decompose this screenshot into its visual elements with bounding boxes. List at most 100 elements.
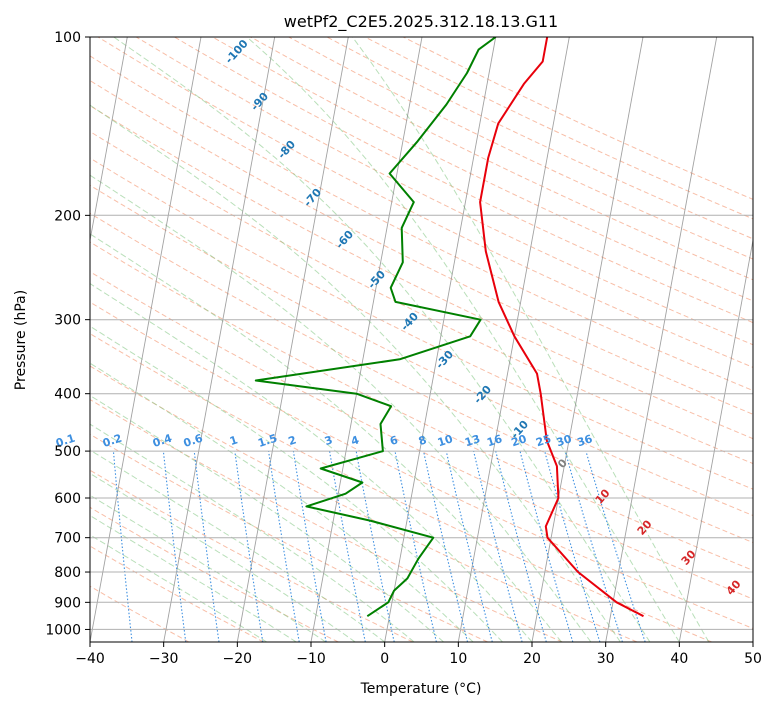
moist-adiabat-line	[90, 282, 533, 642]
isotherm-line	[90, 37, 128, 243]
y-tick-label: 300	[54, 313, 81, 329]
y-tick-label: 500	[54, 444, 81, 460]
mixing-ratio-line	[544, 450, 601, 642]
y-tick-label: 100	[54, 30, 81, 46]
dry-adiabat-line	[90, 157, 753, 490]
isotherm-line	[236, 37, 349, 642]
y-axis-title: Pressure (hPa)	[13, 290, 29, 390]
y-tick-label: 800	[54, 565, 81, 581]
mixing-ratio-labels: 0.1 0.2 0.4 0.6 1 1.5 2 3 4 6 8 10 13 16 20 25 30 36	[54, 431, 594, 449]
x-tick-label: −20	[223, 651, 253, 667]
isotherm-line	[457, 37, 570, 642]
isotherm-line	[90, 37, 202, 642]
dry-adiabat-line	[90, 184, 753, 517]
mixing-ratio-line	[473, 450, 523, 642]
mixing-ratio-label: 30	[555, 432, 574, 449]
moist-adiabat-line	[246, 37, 680, 642]
moist-adiabats	[90, 37, 710, 642]
y-tick-label: 400	[54, 387, 81, 403]
mixing-ratio-line	[495, 450, 547, 642]
mixing-ratio-line	[423, 450, 469, 642]
mixing-ratio-lines	[112, 450, 646, 642]
isotherm-line	[384, 37, 497, 642]
moist-adiabat-line	[90, 362, 474, 642]
x-tick-label: 0	[380, 651, 389, 667]
mixing-ratio-line	[585, 450, 646, 642]
y-tick-label: 700	[54, 531, 81, 547]
mixing-ratio-line	[519, 450, 574, 642]
dry-adiabat-line	[90, 55, 753, 392]
dry-adiabat-line	[135, 37, 753, 346]
x-tick-label: 10	[449, 651, 467, 667]
mixing-ratio-label: 4	[349, 433, 361, 448]
mixing-ratio-label: 1.5	[256, 432, 279, 450]
dry-adiabat-line	[90, 433, 488, 642]
chart-title: wetPf2_C2E5.2025.312.18.13.G11	[284, 12, 558, 32]
x-tick-label: −30	[149, 651, 179, 667]
mixing-ratio-line	[112, 451, 133, 642]
moist-adiabat-line	[90, 174, 592, 642]
mixing-ratio-label: 25	[534, 432, 553, 449]
background-lines	[90, 37, 753, 642]
dry-adiabat-line	[90, 545, 264, 642]
mixing-ratio-label: 0.1	[54, 432, 77, 450]
mixing-ratio-label: 1	[228, 433, 239, 448]
x-axis: −40 −30 −20 −10 0 10 20 30 40 50	[75, 642, 762, 667]
mixing-ratio-label: 3	[323, 433, 334, 448]
isotherm-line	[163, 37, 276, 642]
moist-adiabat-line	[90, 325, 503, 642]
moist-adiabat-line	[90, 233, 562, 642]
mixing-ratio-line	[445, 450, 493, 642]
mixing-ratio-line	[564, 450, 623, 642]
dry-adiabat-line	[90, 365, 638, 642]
dry-adiabat-line	[90, 212, 753, 544]
x-tick-label: −40	[75, 651, 105, 667]
y-tick-label: 200	[54, 208, 81, 224]
y-axis: 100 200 300 400 500 600 700 800 900 1000	[45, 30, 90, 638]
dry-adiabat-line	[212, 37, 753, 302]
mixing-ratio-label: 10	[436, 432, 455, 449]
mixing-ratio-label: 6	[388, 433, 400, 448]
moist-adiabat-line	[90, 494, 326, 642]
isotherm-line	[605, 37, 718, 642]
moist-adiabat-line	[90, 472, 356, 642]
mixing-ratio-line	[355, 451, 395, 642]
dry-adiabat-line	[90, 398, 563, 642]
moist-adiabat-line	[113, 37, 651, 642]
x-tick-label: 30	[597, 651, 615, 667]
pressure-gridlines	[90, 37, 753, 630]
x-tick-label: 20	[523, 651, 541, 667]
skewed-isotherms	[90, 37, 753, 642]
mixing-ratio-label: 16	[485, 432, 504, 449]
dry-adiabat-line	[90, 79, 753, 415]
y-tick-label: 900	[54, 595, 81, 611]
mixing-ratio-label: 13	[463, 432, 482, 449]
isotherm-line	[678, 237, 753, 642]
x-tick-label: −10	[296, 651, 326, 667]
mixing-ratio-label: 36	[576, 432, 595, 449]
profiles	[254, 37, 644, 618]
moist-adiabat-line	[90, 394, 444, 642]
y-tick-label: 1000	[45, 622, 81, 638]
moist-adiabat-line	[90, 449, 385, 642]
moist-adiabat-line	[351, 37, 710, 642]
dry-adiabat-line	[90, 271, 753, 600]
isotherm-line	[310, 37, 423, 642]
dry-adiabat-line	[97, 37, 753, 368]
x-tick-label: 40	[670, 651, 688, 667]
y-tick-label: 600	[54, 491, 81, 507]
mixing-ratio-line	[394, 450, 437, 642]
mixing-ratio-label: 20	[510, 432, 529, 449]
temperature-profile-line	[479, 37, 644, 618]
mixing-ratio-label: 8	[417, 433, 428, 448]
mixing-ratio-label: 0.6	[182, 431, 205, 449]
dewpoint-profile-line	[254, 37, 497, 618]
x-axis-title: Temperature (°C)	[360, 681, 482, 697]
dry-adiabat-line	[90, 301, 753, 630]
mixing-ratio-label: 0.2	[101, 432, 124, 450]
plot-frame	[89, 36, 754, 643]
x-tick-label: 50	[744, 651, 762, 667]
mixing-ratio-label: 0.4	[151, 431, 174, 449]
